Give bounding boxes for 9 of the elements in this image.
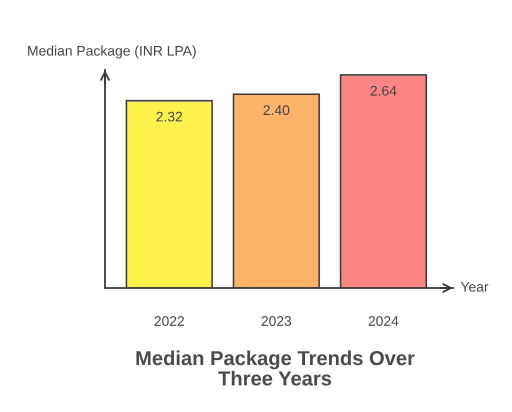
- x-tick-label: 2023: [262, 316, 292, 326]
- text: Median Package Trends Over Three Years: [136, 350, 415, 386]
- x-axis-title: Year: [460, 282, 488, 292]
- y-axis-title: Median Package (INR LPA): [28, 46, 196, 58]
- x-tick-label: 2024: [368, 316, 398, 326]
- x-tick-label: 2022: [154, 316, 184, 326]
- data-label: 2.40: [264, 105, 290, 116]
- data-label: 2.64: [370, 86, 397, 96]
- data-label: 2.32: [156, 112, 182, 122]
